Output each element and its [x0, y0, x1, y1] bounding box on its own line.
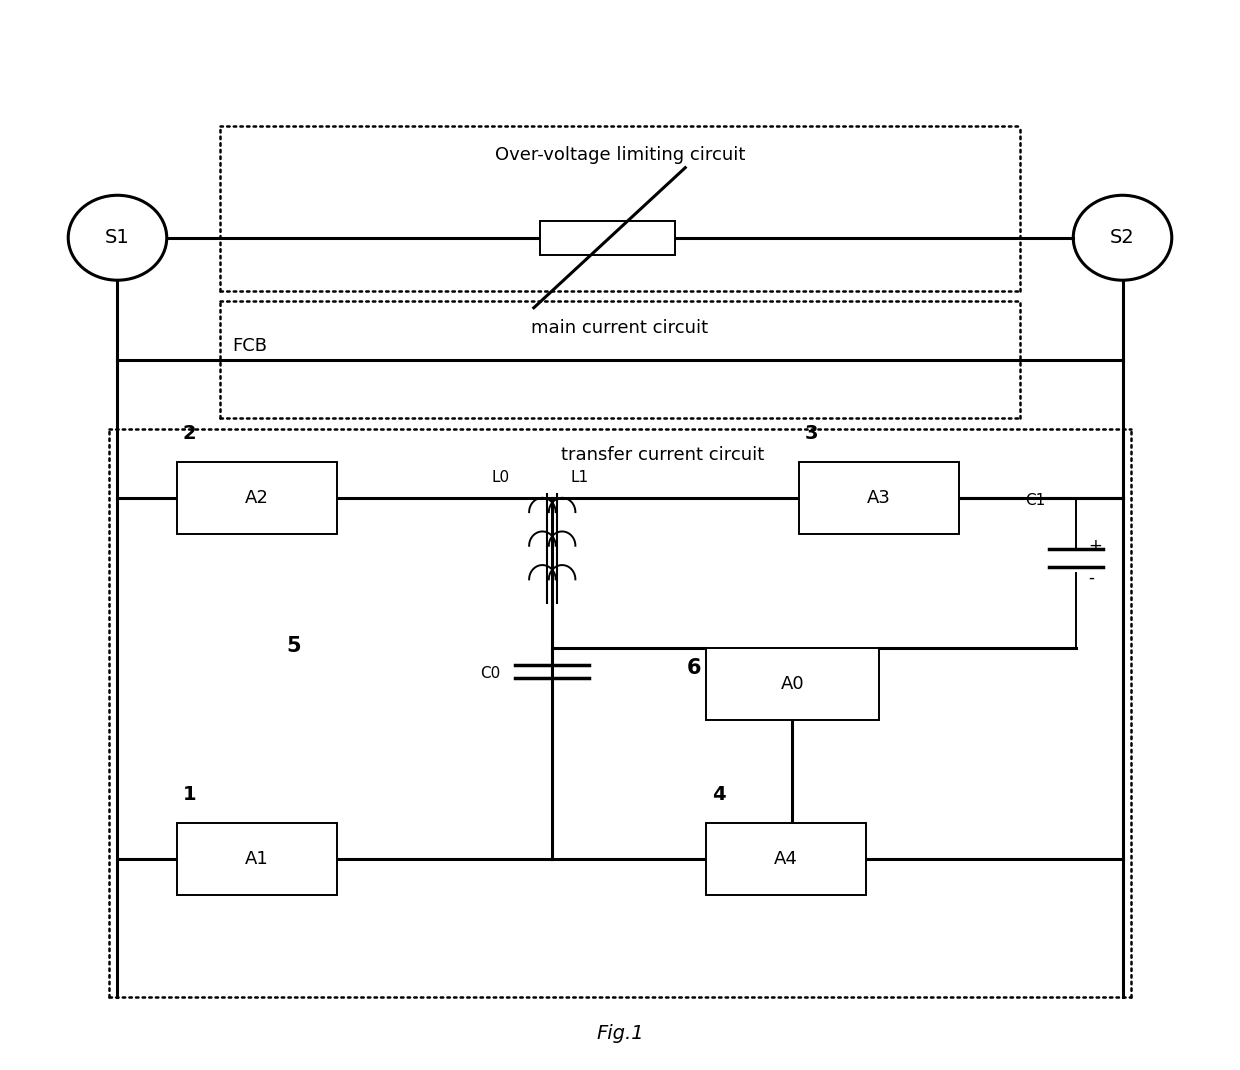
- Text: FCB: FCB: [232, 337, 267, 354]
- Text: +: +: [1087, 537, 1102, 555]
- Text: S1: S1: [105, 228, 130, 247]
- Text: L0: L0: [491, 470, 510, 485]
- Text: C0: C0: [480, 666, 501, 681]
- Text: Fig.1: Fig.1: [596, 1024, 644, 1043]
- Text: -: -: [1087, 569, 1094, 587]
- Text: S2: S2: [1110, 228, 1135, 247]
- Text: 3: 3: [805, 424, 818, 443]
- Text: A4: A4: [774, 850, 799, 868]
- Text: A2: A2: [244, 489, 269, 507]
- Text: L1: L1: [570, 470, 589, 485]
- Bar: [176, 462, 337, 534]
- Bar: [707, 647, 879, 720]
- Text: Over-voltage limiting circuit: Over-voltage limiting circuit: [495, 146, 745, 164]
- Text: 2: 2: [182, 424, 196, 443]
- Text: C1: C1: [1024, 492, 1045, 507]
- Text: main current circuit: main current circuit: [532, 319, 708, 337]
- Bar: [176, 823, 337, 895]
- Bar: [799, 462, 959, 534]
- Text: A3: A3: [867, 489, 890, 507]
- Text: 1: 1: [182, 784, 196, 804]
- Text: 6: 6: [687, 658, 701, 677]
- Text: 4: 4: [712, 784, 725, 804]
- Bar: [707, 823, 867, 895]
- Text: transfer current circuit: transfer current circuit: [562, 446, 765, 464]
- Bar: [539, 220, 676, 255]
- Text: A1: A1: [244, 850, 269, 868]
- Text: A0: A0: [781, 674, 805, 692]
- Text: 5: 5: [286, 637, 301, 657]
